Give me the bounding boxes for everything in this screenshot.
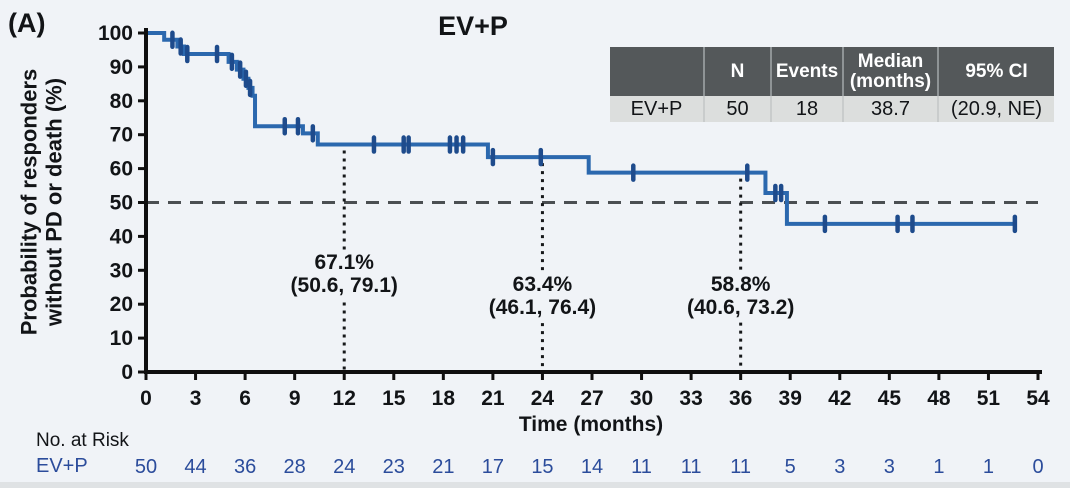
summary-table-header-group [610,47,703,96]
km-curve-evp [146,31,1017,226]
x-tick-label: 21 [481,387,505,410]
summary-table-cell-events: 18 [770,96,842,122]
at-risk-count: 15 [531,456,553,478]
x-tick-label: 3 [190,387,202,410]
x-tick-label: 18 [432,387,456,410]
at-risk-count: 11 [631,456,652,478]
y-tick-label: 0 [121,361,133,384]
x-axis-label: Time (months) [518,413,664,436]
x-tick-label: 54 [1026,387,1050,410]
y-tick-label: 80 [110,90,133,113]
y-axis-label-line2: without PD or death (%) [41,77,66,327]
x-tick-label: 30 [630,387,653,410]
x-tick-label: 6 [239,387,251,410]
at-risk-count: 3 [884,456,895,478]
landmark-annotation-24mo: 63.4% (46.1, 76.4) [483,272,602,320]
y-tick-label: 60 [110,158,133,181]
x-tick-label: 48 [927,387,951,410]
y-tick-label: 20 [110,293,133,316]
at-risk-count: 44 [184,456,206,478]
x-tick-label: 15 [382,387,406,410]
at-risk-row-label: EV+P [36,455,88,477]
x-tick-label: 9 [289,387,301,410]
x-tick-label: 24 [531,387,555,410]
at-risk-count: 23 [383,456,405,478]
at-risk-count: 3 [834,456,845,478]
landmark-annotation-12mo: 67.1% (50.6, 79.1) [285,250,403,298]
x-tick-label: 42 [828,387,851,410]
y-tick-label: 70 [110,124,133,147]
summary-table-data-row: EV+P 50 18 38.7 (20.9, NE) [610,96,1054,122]
x-tick-label: 39 [779,387,802,410]
landmark-annotation-36mo: 58.8% (40.6, 73.2) [681,272,800,320]
y-tick-label: 10 [110,327,133,350]
summary-table-header-row: N Events Median (months) 95% CI [610,47,1054,96]
x-tick-label: 27 [580,387,603,410]
y-tick-label: 30 [110,259,133,282]
summary-table-cell-median: 38.7 [842,96,937,122]
y-tick-label: 90 [110,56,133,79]
summary-table-cell-n: 50 [703,96,770,122]
landmark-ci: (46.1, 76.4) [488,296,597,319]
bottom-edge-strip [0,482,1070,488]
summary-table-header-ci: 95% CI [937,47,1054,96]
landmark-ci: (40.6, 73.2) [686,296,795,319]
landmark-rate: 63.4% [512,273,573,296]
at-risk-count: 36 [234,456,256,478]
at-risk-count: 28 [284,456,306,478]
at-risk-count: 14 [581,456,603,478]
at-risk-count: 50 [135,456,157,478]
y-tick-label: 100 [98,22,133,45]
y-tick-label: 40 [110,225,133,248]
summary-table-header-median: Median (months) [842,47,937,96]
landmark-rate: 58.8% [710,273,771,296]
at-risk-count: 11 [681,456,702,478]
summary-table-header-n: N [703,47,770,96]
landmark-ci: (50.6, 79.1) [290,274,398,297]
summary-table: N Events Median (months) 95% CI EV+P 50 … [610,47,1054,122]
at-risk-count: 24 [333,456,355,478]
x-tick-label: 12 [333,387,356,410]
at-risk-count: 1 [933,456,944,478]
y-tick-label: 50 [110,192,133,215]
x-tick-label: 36 [729,387,752,410]
panel-label: (A) [8,8,46,38]
at-risk-count: 21 [432,456,454,478]
at-risk-count: 0 [1032,456,1043,478]
at-risk-count: 5 [785,456,796,478]
y-axis-label-line1: Probability of responders [16,68,42,336]
landmark-rate: 67.1% [314,251,374,274]
x-tick-label: 0 [140,387,152,410]
at-risk-count: 1 [983,456,994,478]
x-tick-label: 33 [679,387,702,410]
at-risk-count: 17 [482,456,504,478]
chart-title: EV+P [438,11,508,41]
no-at-risk-label: No. at Risk [36,430,129,451]
x-tick-label: 51 [977,387,1001,410]
at-risk-count: 11 [730,456,751,478]
summary-table-header-events: Events [770,47,842,96]
x-tick-label: 45 [878,387,902,410]
y-axis-label: Probability of responders without PD or … [16,68,66,336]
summary-table-cell-group: EV+P [630,97,683,120]
summary-table-cell-ci: (20.9, NE) [937,96,1054,122]
